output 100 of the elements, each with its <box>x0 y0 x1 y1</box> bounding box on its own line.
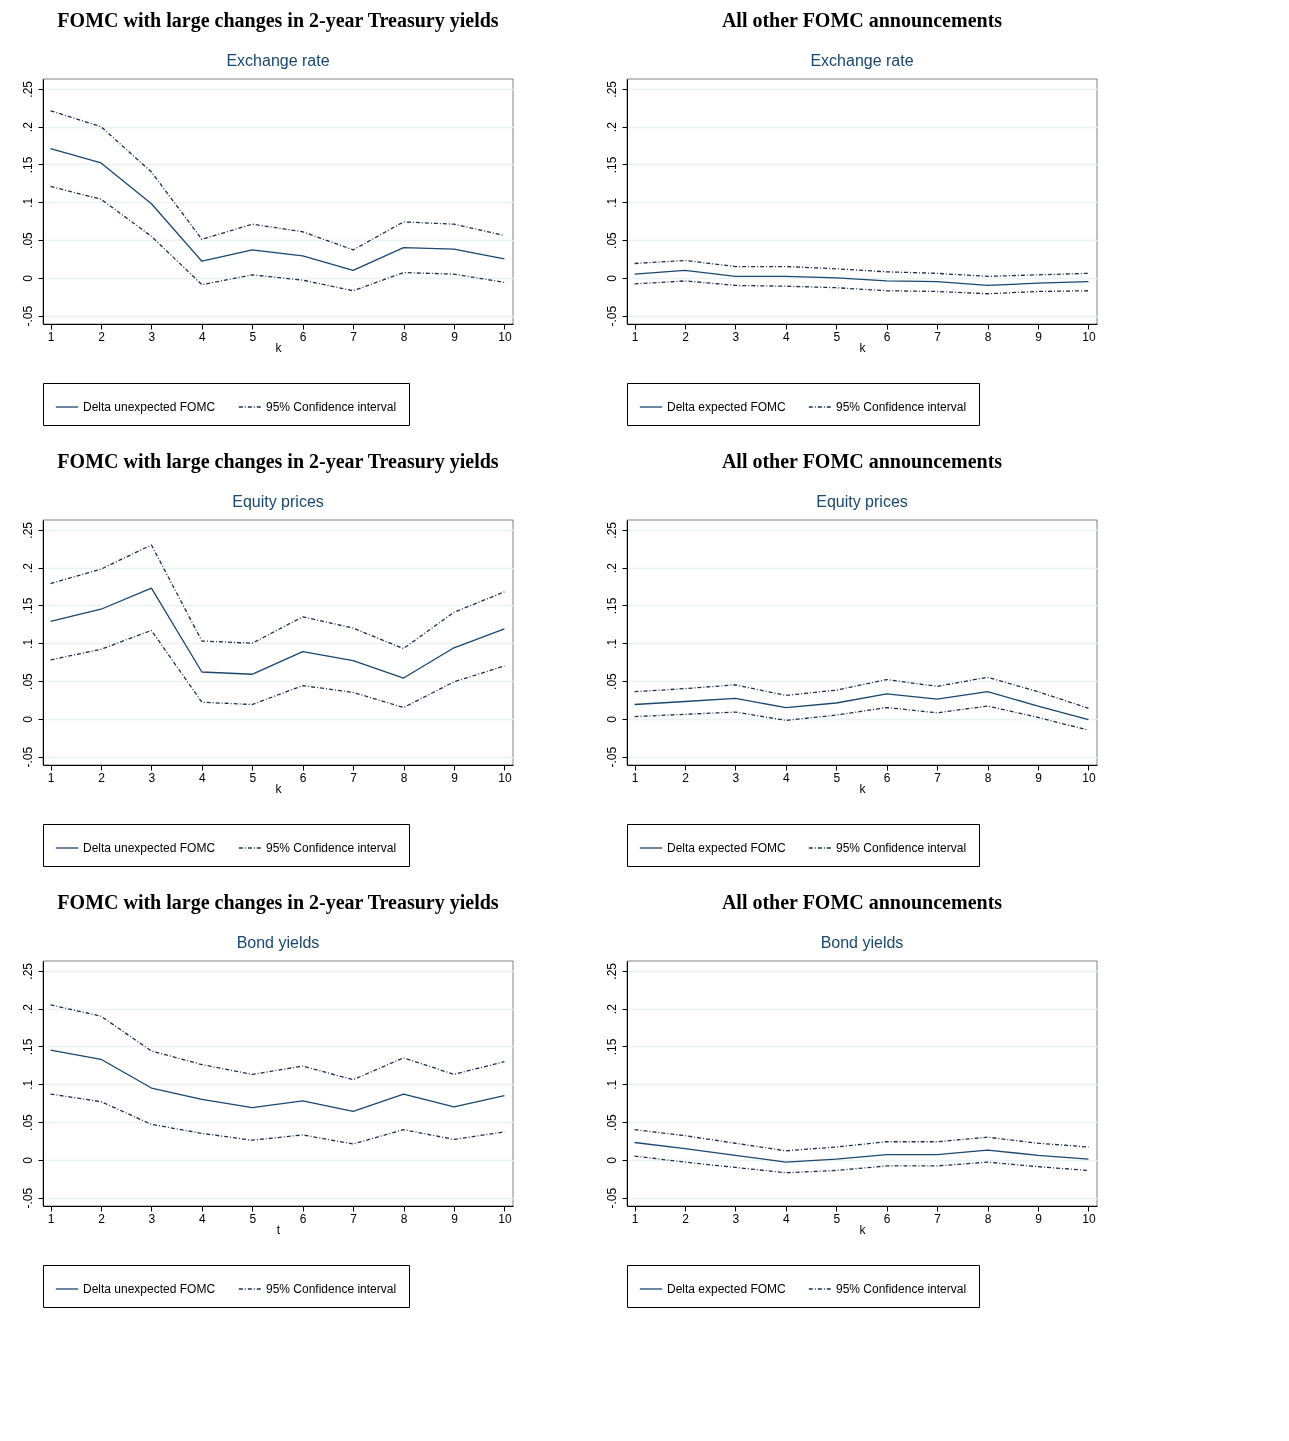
x-tick-label: 8 <box>400 329 408 344</box>
y-tick-label: .25 <box>604 80 619 98</box>
y-tick-label: .15 <box>604 156 619 174</box>
legend-label: Delta unexpected FOMC <box>83 1282 216 1296</box>
chart-subtitle: Equity prices <box>232 493 324 510</box>
x-tick-label: 6 <box>299 770 307 785</box>
x-tick-label: 4 <box>783 1211 791 1226</box>
y-tick-label: -.05 <box>20 305 35 327</box>
x-tick-label: 3 <box>148 770 156 785</box>
y-tick-label: 0 <box>20 715 35 723</box>
x-tick-label: 7 <box>350 329 358 344</box>
x-tick-label: 7 <box>350 770 358 785</box>
y-tick-label: -.05 <box>604 746 619 768</box>
legend-label: Delta expected FOMC <box>667 400 787 414</box>
x-tick-label: 10 <box>498 1211 512 1226</box>
line-series <box>49 587 506 679</box>
legend-label: Delta expected FOMC <box>667 1282 787 1296</box>
legend-label: Delta unexpected FOMC <box>83 400 216 414</box>
x-tick-label: 6 <box>299 1211 307 1226</box>
x-axis-title: k <box>275 340 283 355</box>
x-axis-title: t <box>276 1222 281 1237</box>
x-tick-label: 1 <box>631 1211 639 1226</box>
x-axis-title: k <box>859 781 867 796</box>
y-tick-label: .15 <box>604 1038 619 1056</box>
chart-title: FOMC with large changes in 2-year Treasury yields <box>57 9 499 32</box>
x-tick-label: 4 <box>199 329 207 344</box>
y-tick-label: .1 <box>20 197 35 208</box>
y-tick-label: -.05 <box>20 746 35 768</box>
x-tick-label: 9 <box>451 770 459 785</box>
x-tick-label: 5 <box>249 1211 257 1226</box>
line-series <box>49 1093 506 1145</box>
x-tick-label: 8 <box>984 1211 992 1226</box>
line-series <box>49 544 506 650</box>
chart-title: All other FOMC announcements <box>721 9 1003 31</box>
y-tick-label: .2 <box>20 562 35 574</box>
legend-label: 95% Confidence interval <box>836 841 967 855</box>
chart-subtitle: Equity prices <box>816 493 908 510</box>
x-tick-label: 2 <box>682 1211 690 1226</box>
x-tick-label: 2 <box>98 770 106 785</box>
x-tick-label: 9 <box>1035 770 1043 785</box>
x-tick-label: 5 <box>833 1211 841 1226</box>
x-tick-label: 4 <box>783 770 791 785</box>
chart-subtitle: Exchange rate <box>810 52 914 69</box>
x-tick-label: 7 <box>934 329 942 344</box>
y-tick-label: .1 <box>20 1079 35 1090</box>
y-tick-label: .15 <box>20 1038 35 1056</box>
x-tick-label: 6 <box>299 329 307 344</box>
x-tick-label: 3 <box>148 329 156 344</box>
x-tick-label: 9 <box>1035 1211 1043 1226</box>
x-tick-label: 6 <box>883 770 891 785</box>
x-tick-label: 10 <box>1082 770 1096 785</box>
y-tick-label: .25 <box>20 80 35 98</box>
legend-label: Delta unexpected FOMC <box>83 841 216 855</box>
x-tick-label: 2 <box>682 770 690 785</box>
x-tick-label: 6 <box>883 329 891 344</box>
y-tick-label: 0 <box>20 1156 35 1164</box>
line-series <box>49 147 506 271</box>
x-tick-label: 3 <box>732 770 740 785</box>
x-tick-label: 4 <box>783 329 791 344</box>
y-tick-label: .25 <box>604 962 619 980</box>
legend-label: Delta expected FOMC <box>667 841 787 855</box>
x-tick-label: 4 <box>199 770 207 785</box>
y-tick-label: .05 <box>604 672 619 690</box>
x-tick-label: 2 <box>98 1211 106 1226</box>
y-tick-label: .1 <box>604 1079 619 1090</box>
y-tick-label: .05 <box>604 231 619 249</box>
legend-label: 95% Confidence interval <box>266 841 397 855</box>
x-tick-label: 1 <box>47 329 55 344</box>
y-tick-label: .15 <box>20 156 35 174</box>
y-tick-label: .05 <box>20 672 35 690</box>
x-tick-label: 8 <box>984 329 992 344</box>
line-series <box>633 691 1090 721</box>
x-tick-label: 10 <box>498 329 512 344</box>
x-tick-label: 8 <box>400 1211 408 1226</box>
x-tick-label: 9 <box>451 1211 459 1226</box>
chart-title: FOMC with large changes in 2-year Treasury yields <box>57 450 499 473</box>
legend-label: 95% Confidence interval <box>836 400 967 414</box>
x-tick-label: 4 <box>199 1211 207 1226</box>
x-tick-label: 5 <box>833 329 841 344</box>
x-tick-label: 10 <box>1082 1211 1096 1226</box>
x-tick-label: 1 <box>631 770 639 785</box>
line-series <box>49 629 506 709</box>
x-tick-label: 2 <box>98 329 106 344</box>
x-tick-label: 1 <box>47 1211 55 1226</box>
y-tick-label: .15 <box>20 597 35 615</box>
line-series <box>633 1141 1090 1163</box>
y-tick-label: .2 <box>20 1003 35 1015</box>
y-tick-label: .25 <box>20 521 35 539</box>
y-tick-label: .1 <box>20 638 35 649</box>
y-tick-label: .1 <box>604 638 619 649</box>
x-tick-label: 3 <box>148 1211 156 1226</box>
x-tick-label: 9 <box>1035 329 1043 344</box>
chart-subtitle: Bond yields <box>236 934 320 951</box>
line-series <box>633 269 1090 287</box>
x-axis-title: k <box>859 340 867 355</box>
y-tick-label: -.05 <box>604 305 619 327</box>
y-tick-label: -.05 <box>20 1187 35 1209</box>
line-series <box>49 1049 506 1113</box>
x-tick-label: 7 <box>934 1211 942 1226</box>
legend-label: 95% Confidence interval <box>266 1282 397 1296</box>
